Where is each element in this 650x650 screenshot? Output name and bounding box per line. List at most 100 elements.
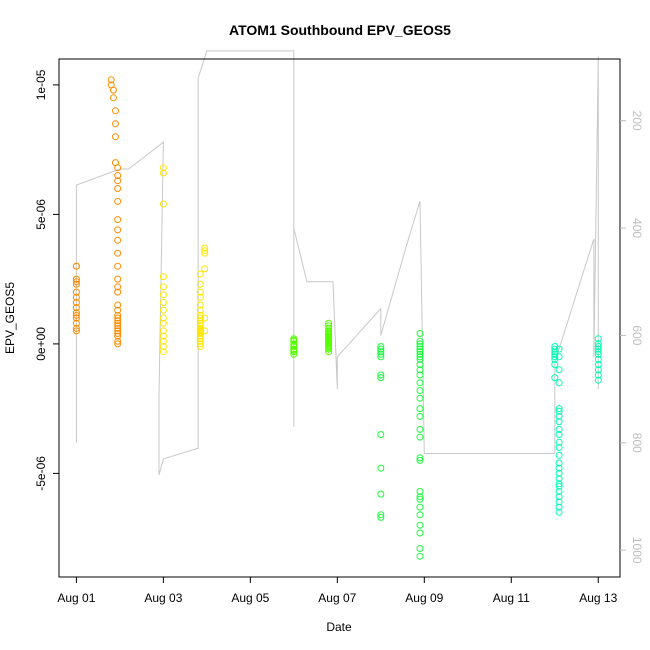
flight-track-line: [75, 50, 599, 476]
data-point: [159, 299, 167, 306]
data-point: [594, 376, 602, 384]
data-point: [594, 361, 602, 369]
data-point: [594, 371, 602, 379]
plot-frame: [58, 58, 621, 578]
data-point: [416, 433, 424, 441]
data-point: [112, 107, 119, 115]
data-point: [290, 336, 298, 344]
data-point: [555, 493, 563, 501]
data-point: [416, 361, 424, 369]
data-point: [416, 337, 424, 345]
data-point: [114, 322, 122, 330]
data-point: [114, 301, 122, 309]
y2-tick-label: 600: [630, 325, 644, 345]
data-point: [377, 511, 385, 519]
data-point: [555, 488, 563, 495]
data-point: [72, 278, 80, 286]
data-point: [196, 280, 204, 288]
data-point: [196, 337, 204, 345]
data-point: [201, 247, 209, 255]
data-point: [114, 327, 122, 335]
data-point: [551, 374, 559, 382]
data-point: [325, 319, 333, 327]
data-point: [114, 337, 122, 345]
data-point: [159, 337, 167, 345]
data-point: [114, 283, 122, 291]
data-point: [159, 332, 167, 340]
data-point: [416, 456, 424, 464]
data-point: [325, 348, 333, 356]
data-point: [109, 86, 117, 94]
data-point: [377, 464, 385, 472]
flight-track-layer: [75, 50, 599, 476]
data-point: [377, 431, 385, 438]
data-point: [196, 332, 204, 340]
data-point: [159, 200, 167, 208]
data-point: [551, 361, 559, 369]
data-point: [416, 379, 424, 387]
data-point: [551, 345, 559, 353]
data-point: [416, 521, 424, 529]
data-point: [416, 366, 424, 374]
y-tick-label: 5e-06: [34, 199, 48, 230]
data-point: [159, 314, 167, 322]
data-point: [196, 314, 204, 322]
data-point: [114, 262, 122, 270]
data-point: [72, 293, 80, 301]
data-point: [555, 480, 563, 488]
data-point: [107, 76, 115, 84]
data-point: [159, 327, 167, 335]
data-point: [594, 335, 602, 343]
data-point: [594, 350, 602, 358]
data-point: [555, 425, 563, 433]
data-point: [114, 288, 122, 296]
data-point: [72, 304, 80, 312]
data-point: [159, 169, 167, 177]
data-point: [416, 503, 424, 511]
data-point: [551, 353, 559, 361]
data-point: [196, 335, 204, 343]
data-point: [416, 340, 424, 348]
data-point: [72, 327, 80, 335]
data-point: [325, 344, 333, 352]
data-point: [114, 275, 122, 283]
data-point: [159, 306, 167, 314]
data-point: [416, 425, 424, 433]
data-point: [416, 552, 424, 560]
data-point: [109, 94, 117, 102]
data-point: [196, 270, 204, 278]
data-point: [416, 350, 424, 358]
data-point: [555, 345, 563, 353]
data-point: [72, 319, 80, 327]
data-point: [114, 236, 122, 244]
data-point: [377, 348, 385, 356]
data-point: [555, 451, 563, 459]
data-point: [555, 444, 563, 451]
data-point: [114, 324, 122, 332]
data-point: [72, 275, 80, 283]
data-point: [594, 345, 602, 353]
data-point: [594, 343, 602, 350]
data-point: [416, 493, 424, 501]
data-point: [416, 387, 424, 394]
data-point: [416, 348, 424, 356]
data-point: [201, 314, 209, 322]
x-tick-label: Aug 09: [405, 591, 443, 605]
x-tick-label: Aug 07: [318, 591, 356, 605]
data-point: [555, 379, 563, 387]
data-point: [325, 328, 333, 336]
data-point: [159, 319, 167, 327]
data-point: [290, 341, 298, 349]
data-point: [201, 265, 209, 273]
data-point: [416, 545, 424, 552]
y-axis-label: EPV_GEOS5: [3, 282, 17, 354]
data-point: [416, 345, 424, 353]
x-tick-label: Aug 13: [579, 591, 617, 605]
plot-frame-layer: Aug 01 Aug 03 Aug 05 Aug 07 Aug 09 Aug 11 Aug …: [34, 58, 644, 605]
y-tick-label: 0e+00: [34, 327, 48, 361]
data-point: [377, 371, 385, 379]
data-point: [114, 340, 122, 348]
data-point: [555, 508, 563, 516]
data-point: [114, 332, 122, 340]
